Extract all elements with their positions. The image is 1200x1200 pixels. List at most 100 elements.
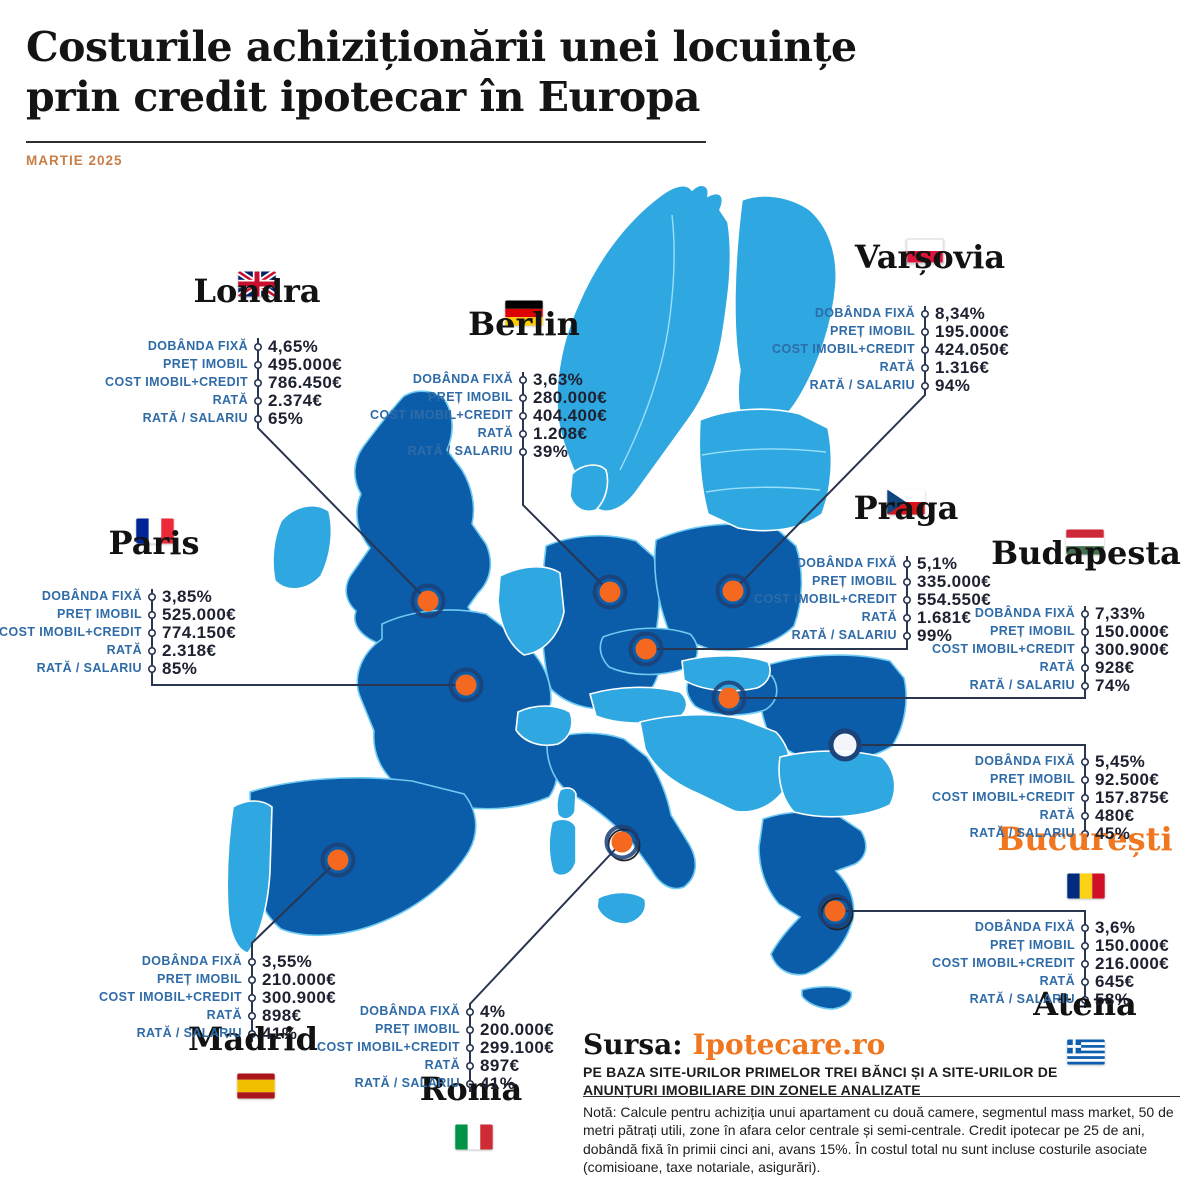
city-dot-praga: [635, 638, 657, 660]
border-line-2: [705, 486, 821, 493]
metric-label-atena-3: RATĂ: [1039, 974, 1075, 988]
city-dots: [320, 573, 862, 931]
metric-label-roma-0: DOBÂNDA FIXĂ: [359, 1004, 460, 1018]
country-switzerland: [515, 705, 573, 746]
metric-value-bucuresti-2: 157.875€: [1095, 788, 1170, 807]
country-denmark: [569, 464, 609, 512]
metric-label-roma-3: RATĂ: [424, 1058, 460, 1072]
city-name-roma: Roma: [419, 1070, 523, 1108]
metric-value-budapesta-4: 74%: [1095, 676, 1131, 695]
city-dot-bucuresti: [828, 728, 862, 762]
it-flag-icon: [455, 1124, 493, 1150]
bullet-berlin-0: [518, 375, 527, 384]
metric-value-paris-1: 525.000€: [162, 605, 237, 624]
metric-label-praga-0: DOBÂNDA FIXĂ: [796, 556, 897, 570]
city-dot-ring-varsovia: [715, 573, 751, 609]
metric-value-paris-4: 85%: [162, 659, 198, 678]
bullet-budapesta-1: [1081, 627, 1090, 636]
bullet-londra-2: [254, 378, 263, 387]
connector-madrid: [251, 859, 339, 1042]
bullet-paris-0: [148, 592, 157, 601]
pl-flag-icon: [906, 238, 944, 264]
page-title: Costurile achiziționării unei locuințe p…: [26, 22, 926, 122]
city-dot-varsovia: [722, 580, 744, 602]
bullet-varsovia-2: [920, 345, 929, 354]
metric-value-roma-4: 41%: [480, 1074, 516, 1093]
city-dot-ring-madrid: [320, 842, 356, 878]
country-ireland: [272, 505, 333, 590]
metric-value-madrid-0: 3,55%: [262, 952, 313, 971]
city-name-berlin: Berlin: [468, 305, 580, 343]
metric-value-praga-3: 1.681€: [917, 608, 972, 627]
bullet-atena-4: [1081, 995, 1090, 1004]
metric-value-praga-1: 335.000€: [917, 572, 992, 591]
metric-value-bucuresti-1: 92.500€: [1095, 770, 1160, 789]
bullet-paris-3: [148, 646, 157, 655]
metric-label-londra-0: DOBÂNDA FIXĂ: [147, 339, 248, 353]
city-dot-budapesta: [718, 687, 740, 709]
bullet-bucuresti-3: [1081, 811, 1090, 820]
country-portugal: [226, 800, 273, 954]
metric-value-roma-1: 200.000€: [480, 1020, 555, 1039]
metric-label-varsovia-3: RATĂ: [879, 360, 915, 374]
metric-value-paris-3: 2.318€: [162, 641, 217, 660]
metric-label-praga-3: RATĂ: [861, 610, 897, 624]
country-sicilia: [596, 891, 647, 925]
metric-label-madrid-4: RATĂ / SALARIU: [136, 1026, 242, 1040]
metric-label-bucuresti-2: COST IMOBIL+CREDIT: [932, 790, 1075, 804]
uk-flag-icon: [238, 271, 276, 297]
city-dot-londra: [417, 590, 439, 612]
country-crete: [801, 986, 853, 1010]
bullet-berlin-2: [518, 411, 527, 420]
bullet-madrid-3: [248, 1011, 257, 1020]
bullet-berlin-1: [518, 393, 527, 402]
country-spain: [249, 777, 477, 937]
bullet-praga-0: [902, 559, 911, 568]
bullet-madrid-4: [248, 1030, 257, 1039]
bullet-londra-4: [254, 414, 263, 423]
metric-value-atena-0: 3,6%: [1095, 918, 1136, 937]
metric-value-budapesta-2: 300.900€: [1095, 640, 1170, 659]
metric-label-berlin-0: DOBÂNDA FIXĂ: [412, 372, 513, 386]
date-label: MARTIE 2025: [26, 153, 123, 168]
country-austria: [589, 686, 688, 724]
connector-budapesta: [729, 606, 1086, 699]
metric-label-madrid-0: DOBÂNDA FIXĂ: [141, 954, 242, 968]
bullet-atena-3: [1081, 977, 1090, 986]
metric-label-varsovia-0: DOBÂNDA FIXĂ: [814, 306, 915, 320]
metric-label-londra-2: COST IMOBIL+CREDIT: [105, 375, 248, 389]
ro-flag-icon: [1067, 873, 1105, 899]
country-benelux: [497, 566, 565, 656]
page-title-line2: prin credit ipotecar în Europa: [26, 73, 700, 122]
metric-value-varsovia-4: 94%: [935, 376, 971, 395]
bullet-atena-0: [1081, 923, 1090, 932]
city-dot-ring-paris: [448, 667, 484, 703]
metric-value-londra-1: 495.000€: [268, 355, 343, 374]
bullet-bucuresti-2: [1081, 793, 1090, 802]
country-france: [356, 609, 558, 810]
hu-flag-icon: [1066, 529, 1104, 555]
source-basis: PE BAZA SITE-URILOR PRIMELOR TREI BĂNCI …: [583, 1064, 1058, 1098]
metric-label-paris-1: PREȚ IMOBIL: [57, 607, 142, 621]
callout-connector-lines: [148, 306, 1090, 1092]
metric-value-budapesta-3: 928€: [1095, 658, 1135, 677]
metric-value-atena-1: 150.000€: [1095, 936, 1170, 955]
bullet-praga-1: [902, 577, 911, 586]
metric-value-madrid-3: 898€: [262, 1006, 302, 1025]
bullet-berlin-3: [518, 429, 527, 438]
metric-value-budapesta-0: 7,33%: [1095, 604, 1146, 623]
country-greece: [758, 811, 867, 976]
city-dot-ring-roma: [604, 824, 640, 860]
bullet-roma-4: [465, 1080, 474, 1089]
city-dot-ring-londra: [410, 583, 446, 619]
metric-value-londra-0: 4,65%: [268, 337, 319, 356]
title-divider: [26, 141, 706, 143]
metric-value-paris-0: 3,85%: [162, 587, 213, 606]
metric-value-atena-2: 216.000€: [1095, 954, 1170, 973]
metric-label-varsovia-1: PREȚ IMOBIL: [830, 324, 915, 338]
bullet-londra-0: [254, 342, 263, 351]
bullet-madrid-0: [248, 957, 257, 966]
metric-value-atena-3: 645€: [1095, 972, 1135, 991]
metric-label-varsovia-2: COST IMOBIL+CREDIT: [772, 342, 915, 356]
